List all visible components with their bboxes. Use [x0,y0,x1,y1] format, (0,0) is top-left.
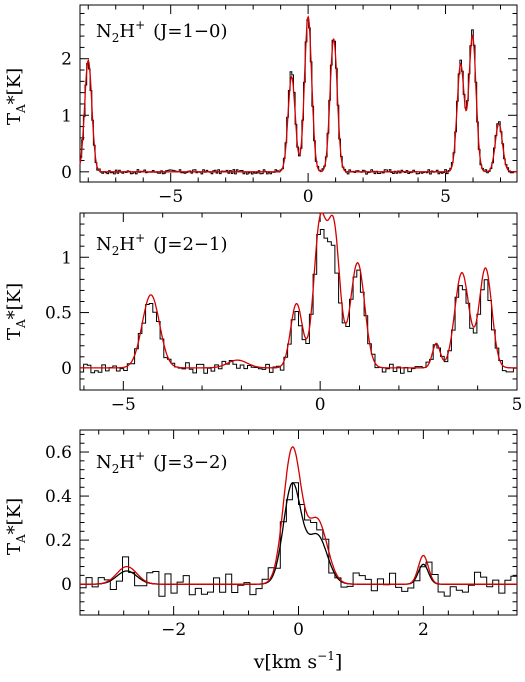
x-tick-label: −2 [161,620,186,640]
y-tick-label: 0 [61,575,72,595]
panel-n2h-j1-0: −5 0 5 0 1 2 N2H+ (J=1−0) TA*[K] [4,4,518,207]
y-tick-label: 0.5 [45,304,72,324]
x-tick-label: −5 [111,395,136,415]
x-tick-label: 0 [293,620,304,640]
x-tick-label: −5 [158,187,183,207]
tick-labels: −2 0 2 0 0.2 0.4 0.6 [45,443,429,640]
y-axis-label: TA*[K] [4,68,28,125]
y-tick-label: 0.2 [45,531,72,551]
series-group [80,212,517,374]
x-axis-label: v[km s−1] [253,649,343,673]
x-tick-label: 0 [303,187,314,207]
panel-frame [79,4,518,183]
x-tick-label: 5 [440,187,451,207]
y-tick-label: 0.6 [45,443,72,463]
series-line-observed [80,482,517,597]
axis-ticks [80,212,518,391]
y-axis-label: TA*[K] [4,498,28,555]
y-tick-label: 1 [61,248,72,268]
y-tick-label: 0 [61,163,72,183]
panel-title: N2H+ (J=1−0) [96,18,228,45]
panel-n2h-j3-2: −2 0 2 0 0.2 0.4 0.6 N2H+ (J=3−2) TA*[K] [4,429,518,640]
series-group [79,15,517,175]
series-line-model-red [80,446,517,585]
tick-labels: −5 0 5 0 0.5 1 [45,248,522,415]
y-tick-label: 0.4 [45,487,72,507]
x-tick-label: 5 [512,395,523,415]
series-line-model-red [79,15,517,173]
panel-n2h-j2-1: −5 0 5 0 0.5 1 N2H+ (J=2−1) TA*[K] [4,212,522,415]
series-group [80,446,517,597]
tick-labels: −5 0 5 0 1 2 [61,50,451,207]
series-line-model-black [80,482,517,585]
y-axis-label: TA*[K] [4,283,28,340]
x-tick-label: 2 [418,620,429,640]
panel-frame [79,212,518,391]
panel-title: N2H+ (J=3−2) [96,449,228,476]
x-tick-label: 0 [315,395,326,415]
series-line-model-red [80,212,517,369]
y-tick-label: 2 [61,50,72,70]
series-line-observed [80,19,517,175]
y-tick-label: 0 [61,359,72,379]
panel-title: N2H+ (J=2−1) [96,231,228,258]
series-line-observed [80,229,517,374]
y-tick-label: 1 [61,106,72,126]
